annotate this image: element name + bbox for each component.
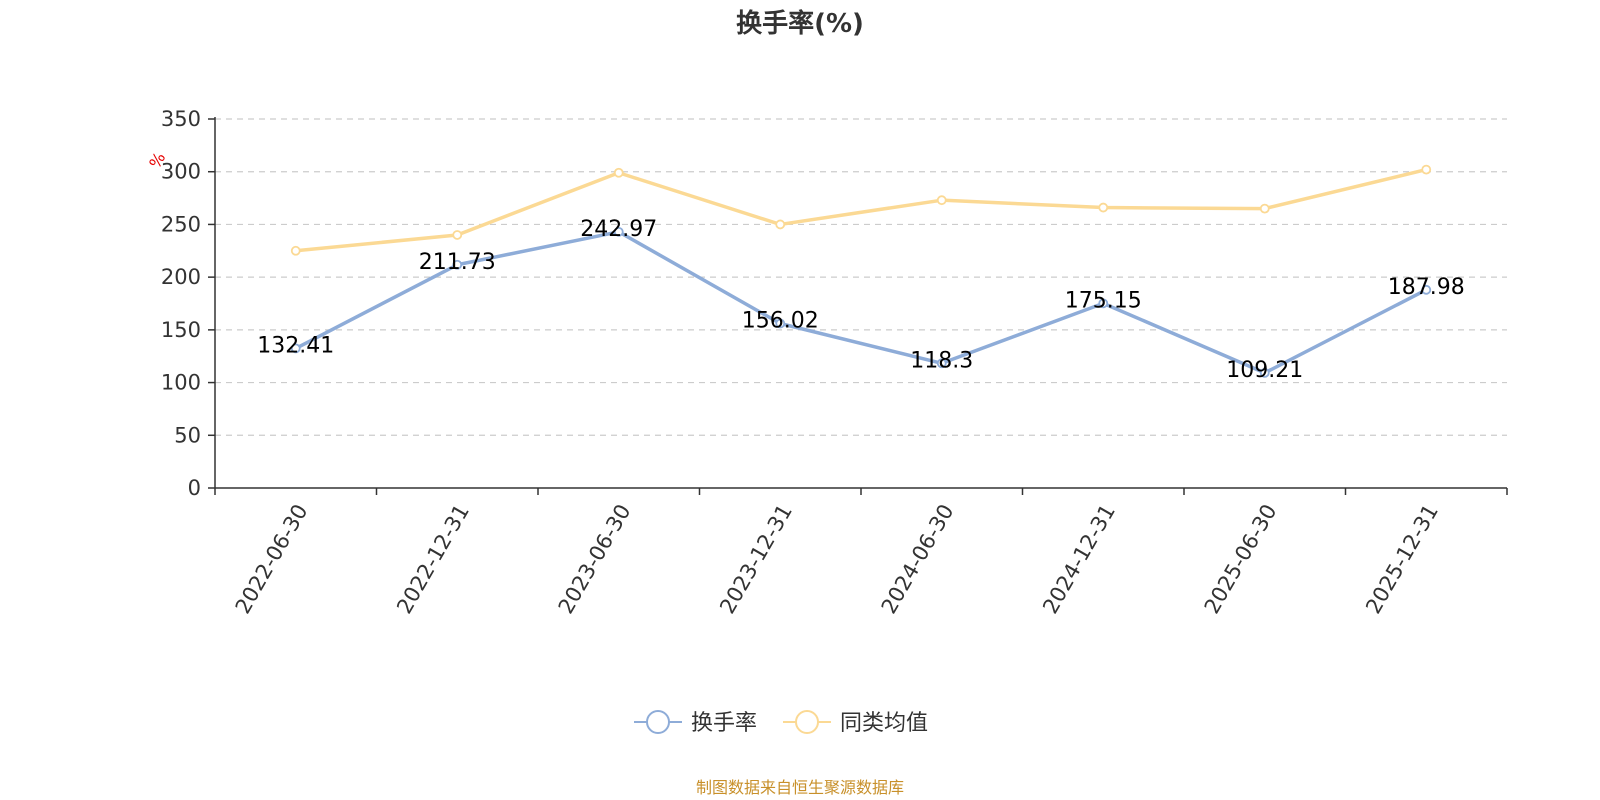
y-tick-label: 300	[161, 160, 201, 184]
series-layer	[290, 164, 1432, 378]
y-tick-label: 150	[161, 318, 201, 342]
x-tick-label: 2024-06-30	[877, 500, 959, 618]
y-tick-label: 100	[161, 371, 201, 395]
legend-item-1[interactable]: 同类均值	[783, 710, 928, 736]
legend-item-0[interactable]: 换手率	[634, 710, 757, 736]
data-point	[290, 245, 301, 256]
data-point	[1421, 284, 1432, 295]
y-tick-label: 200	[161, 265, 201, 289]
x-tick-label: 2022-12-31	[392, 500, 474, 618]
data-point	[936, 358, 947, 369]
data-point	[1259, 367, 1270, 378]
data-label: 109.21	[1226, 358, 1303, 383]
data-point	[452, 259, 463, 270]
grid-lines	[215, 118, 1507, 436]
x-axis: 2022-06-30 2022-12-31 2023-06-30 2023-12-31…	[214, 487, 1508, 618]
data-label: 242.97	[580, 217, 657, 242]
data-label: 118.3	[910, 348, 973, 373]
data-label: 187.98	[1388, 275, 1465, 300]
y-axis: 0 50 100 150 200 250 300 350	[161, 107, 216, 500]
legend-marker-icon	[646, 710, 670, 734]
data-point	[290, 343, 301, 354]
y-tick-label: 250	[161, 212, 201, 236]
y-tick-label: 50	[174, 423, 201, 447]
data-point	[775, 219, 786, 230]
data-point	[1421, 164, 1432, 175]
legend[interactable]: 换手率 同类均值	[634, 710, 928, 736]
data-point	[775, 318, 786, 329]
y-tick-label: 0	[188, 476, 201, 500]
legend-label: 同类均值	[840, 711, 928, 736]
data-point	[613, 226, 624, 237]
x-tick-label: 2025-06-30	[1200, 500, 1282, 618]
data-label: 175.15	[1065, 288, 1142, 313]
data-point	[613, 167, 624, 178]
series-line-0	[294, 230, 1428, 375]
legend-label: 换手率	[691, 711, 757, 736]
legend-marker-icon	[795, 710, 819, 734]
x-tick-label: 2022-06-30	[231, 500, 313, 618]
data-label: 132.41	[257, 333, 334, 358]
data-point	[1259, 203, 1270, 214]
x-tick-label: 2024-12-31	[1038, 500, 1120, 618]
data-point	[452, 230, 463, 240]
data-labels: 132.41 211.73 242.97 156.02 118.3 175.15 109.2…	[257, 217, 1464, 383]
x-tick-label: 2025-12-31	[1361, 500, 1443, 618]
data-label: 211.73	[419, 250, 496, 275]
y-tick-label: 350	[161, 107, 201, 131]
data-point	[1098, 298, 1109, 309]
data-point	[1098, 202, 1109, 213]
chart-title: 换手率(%)	[736, 8, 864, 39]
data-point	[936, 195, 947, 206]
x-tick-label: 2023-12-31	[715, 500, 797, 618]
source-note: 制图数据来自恒生聚源数据库	[696, 778, 904, 797]
x-tick-label: 2023-06-30	[554, 500, 636, 618]
data-label: 156.02	[742, 309, 819, 334]
series-line-1	[295, 167, 1427, 253]
